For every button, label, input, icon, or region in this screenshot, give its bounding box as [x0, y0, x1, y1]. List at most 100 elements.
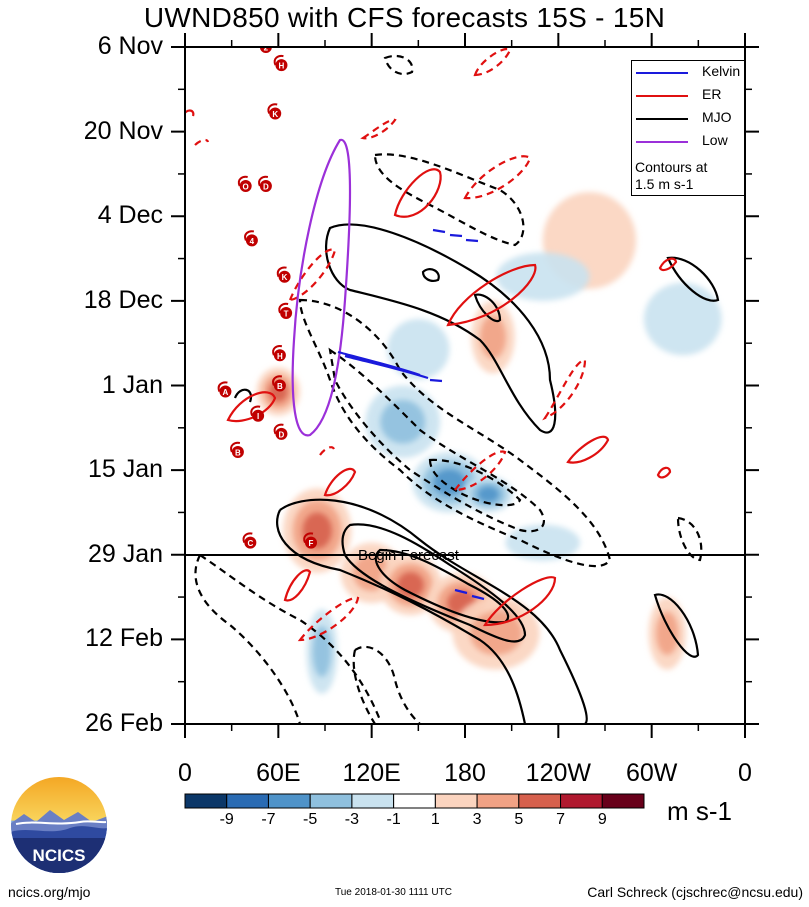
legend-entry-low: Low	[632, 132, 744, 152]
colorbar-tick-label: 9	[597, 811, 607, 828]
kelvin-contour	[454, 588, 485, 601]
legend-note-line: Contours at	[635, 159, 708, 175]
tc-label: B	[277, 382, 283, 391]
colorbar-swatch	[476, 793, 520, 809]
er-contour	[542, 358, 587, 421]
tc-label: H	[279, 62, 285, 71]
er-contour	[463, 155, 532, 200]
low-contour	[291, 138, 352, 437]
legend-label: MJO	[702, 109, 732, 125]
x-tick-label: 60E	[256, 759, 301, 787]
legend-label: Low	[702, 132, 728, 148]
anomaly-region	[469, 611, 523, 656]
kelvin-contour	[432, 228, 479, 243]
tc-marker: D	[258, 175, 272, 193]
anomaly-region	[397, 572, 424, 598]
er-contour	[185, 109, 195, 117]
tc-marker: H	[273, 54, 288, 72]
mjo-contour	[233, 388, 253, 403]
er-contour	[452, 450, 507, 492]
colorbar-tick-label: 1	[430, 811, 440, 828]
colorbar-tick-label: -5	[303, 811, 318, 828]
er-contour	[297, 596, 360, 642]
tc-label: K	[272, 110, 278, 119]
tc-label: D	[263, 183, 269, 192]
anomaly-region	[643, 282, 722, 356]
mjo-contour	[676, 516, 703, 562]
anomaly-region	[656, 611, 679, 656]
tc-marker: B	[230, 441, 244, 458]
colorbar-tick-label: -7	[261, 811, 276, 828]
colorbar	[184, 793, 645, 809]
tropical-cyclone-markers: 2 H K O D 4 K T H B A I D B C F	[217, 47, 317, 549]
y-tick-label: 6 Nov	[97, 32, 163, 60]
mjo-contour	[428, 458, 522, 507]
y-tick-label: 1 Jan	[101, 370, 163, 399]
mjo-contour	[298, 298, 612, 568]
x-tick-label: 0	[738, 759, 752, 787]
anomaly-region	[479, 315, 507, 359]
mjo-contour	[328, 347, 545, 533]
legend-swatch	[636, 118, 688, 120]
colorbar-swatch	[267, 793, 311, 809]
tc-label: C	[247, 539, 253, 548]
colorbar-unit-label: m s-1	[667, 796, 732, 826]
author-credit: Carl Schreck (cjschrec@ncsu.edu)	[587, 884, 803, 900]
tc-marker: O	[237, 175, 252, 193]
axis-ticks	[171, 33, 759, 738]
legend: Kelvin ER MJO Low Contours at 1.5 m s-1	[631, 60, 745, 196]
legend-entry-er: ER	[632, 86, 744, 106]
mjo-contour	[325, 223, 557, 434]
x-tick-label: 60W	[625, 759, 678, 787]
er-contour	[658, 257, 678, 272]
colorbar-tick-label: 5	[514, 811, 524, 828]
er-contour	[194, 138, 210, 146]
colorbar-swatch	[560, 793, 603, 809]
colorbar-swatch	[518, 793, 562, 809]
colorbar-swatch	[226, 793, 269, 809]
tc-marker: A	[217, 381, 232, 398]
chart-title: UWND850 with CFS forecasts 15S - 15N	[143, 2, 666, 33]
tc-marker: 4	[244, 230, 258, 247]
colorbar-swatch	[434, 793, 478, 809]
tc-label: A	[223, 388, 229, 397]
tc-label: B	[235, 448, 241, 457]
er-contour	[473, 47, 512, 77]
forecast-start-label: Begin Forecast	[358, 547, 459, 564]
tc-marker: T	[278, 302, 293, 319]
y-tick-label: 4 Dec	[97, 201, 163, 230]
anomaly-region	[505, 524, 581, 561]
y-tick-label: 26 Feb	[85, 709, 163, 737]
legend-entry-kelvin: Kelvin	[632, 63, 744, 83]
colorbar-swatch	[351, 793, 395, 809]
er-contour	[446, 263, 537, 327]
tc-marker: I	[250, 405, 265, 422]
tc-marker: K	[267, 103, 282, 120]
tc-label: I	[257, 412, 259, 421]
x-tick-label: 0	[178, 759, 192, 787]
colorbar-swatch	[393, 793, 436, 809]
filtered-contours	[185, 47, 720, 724]
anomaly-region	[496, 252, 590, 301]
y-tick-label: 15 Jan	[87, 455, 163, 484]
mjo-contour	[276, 498, 588, 724]
colorbar-tick-label: -3	[344, 811, 360, 828]
mjo-contour	[352, 645, 421, 724]
legend-contour-note: Contours at 1.5 m s-1	[635, 159, 707, 193]
colorbar-swatch	[309, 793, 353, 809]
er-contour	[226, 391, 277, 423]
timestamp: Tue 2018-01-30 1111 UTC	[335, 887, 452, 898]
tc-label: K	[282, 273, 288, 282]
y-tick-label: 20 Nov	[83, 116, 163, 145]
anomaly-region	[380, 400, 426, 444]
tc-label: T	[284, 309, 289, 318]
tc-marker: F	[303, 532, 317, 549]
tc-label: H	[277, 352, 283, 361]
legend-label: ER	[702, 86, 722, 102]
x-tick-label: 120E	[342, 759, 401, 787]
colorbar-tick-label: -1	[386, 811, 401, 828]
tc-label: D	[279, 430, 285, 439]
tc-marker: B	[272, 375, 286, 392]
kelvin-contour	[337, 350, 443, 383]
er-contour	[319, 446, 335, 456]
